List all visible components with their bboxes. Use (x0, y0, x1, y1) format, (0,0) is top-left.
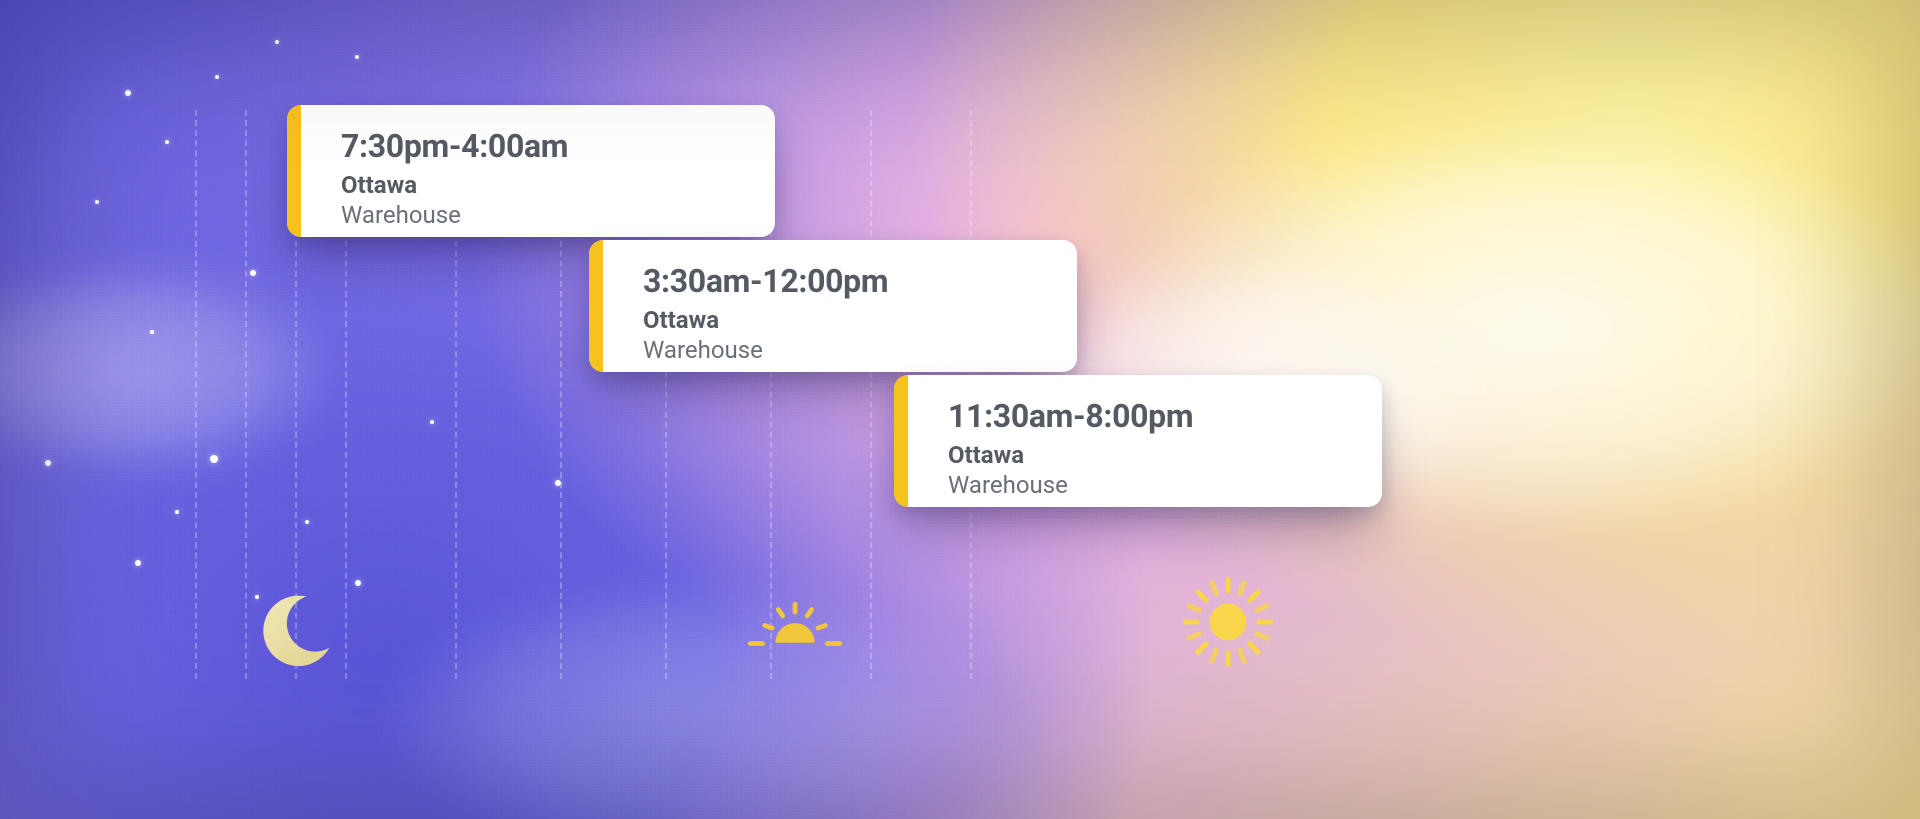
shift-role: Warehouse (341, 201, 735, 229)
cloud-decor (380, 580, 1000, 819)
star-decor (45, 460, 51, 466)
star-decor (165, 140, 169, 144)
shift-time-range: 3:30am-12:00pm (643, 262, 1037, 300)
star-decor (305, 520, 309, 524)
shift-role: Warehouse (948, 471, 1342, 499)
star-decor (355, 55, 359, 59)
schedule-infographic: 7:30pm-4:00am Ottawa Warehouse 3:30am-12… (0, 0, 1920, 819)
shift-card-body: 3:30am-12:00pm Ottawa Warehouse (603, 240, 1077, 372)
timeline-gridline (195, 110, 197, 679)
star-decor (150, 330, 154, 334)
shift-time-range: 7:30pm-4:00am (341, 127, 735, 165)
shift-card-accent (589, 240, 603, 372)
star-decor (175, 510, 179, 514)
shift-card: 11:30am-8:00pm Ottawa Warehouse (894, 375, 1382, 507)
shift-card-accent (894, 375, 908, 507)
star-decor (95, 200, 99, 204)
star-decor (555, 480, 561, 486)
shift-location: Ottawa (948, 441, 1342, 469)
star-decor (215, 75, 219, 79)
star-decor (430, 420, 434, 424)
star-decor (135, 560, 141, 566)
star-decor (355, 580, 361, 586)
shift-card-accent (287, 105, 301, 237)
star-decor (255, 595, 259, 599)
shift-card-body: 7:30pm-4:00am Ottawa Warehouse (301, 105, 775, 237)
timeline-gridline (245, 110, 247, 679)
shift-role: Warehouse (643, 336, 1037, 364)
sunrise-icon (740, 595, 850, 659)
shift-location: Ottawa (643, 306, 1037, 334)
shift-card: 3:30am-12:00pm Ottawa Warehouse (589, 240, 1077, 372)
star-decor (250, 270, 256, 276)
star-decor (125, 90, 131, 96)
shift-card: 7:30pm-4:00am Ottawa Warehouse (287, 105, 775, 237)
star-decor (275, 40, 279, 44)
shift-location: Ottawa (341, 171, 735, 199)
shift-time-range: 11:30am-8:00pm (948, 397, 1342, 435)
timeline-gridline (870, 110, 872, 679)
shift-card-body: 11:30am-8:00pm Ottawa Warehouse (908, 375, 1382, 507)
cloud-decor (0, 260, 340, 480)
moon-icon (252, 586, 340, 674)
sun-icon (1178, 572, 1278, 672)
star-decor (210, 455, 218, 463)
